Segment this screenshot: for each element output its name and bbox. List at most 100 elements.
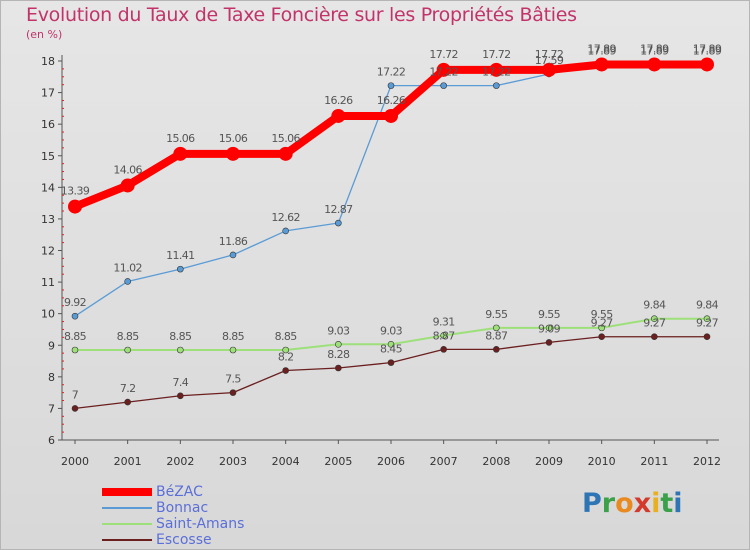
legend-swatch-bezac: [102, 488, 152, 496]
data-point: [387, 82, 395, 89]
legend-label-bonnac: Bonnac: [156, 500, 209, 516]
data-point: [545, 339, 553, 346]
data-label: 15.06: [271, 132, 300, 145]
data-point: [71, 312, 79, 320]
data-label: 9.27: [643, 317, 666, 330]
data-label: 17.59: [535, 54, 564, 67]
legend-item-bezac[interactable]: BéZAC: [102, 484, 244, 500]
legend-label-escosse: Escosse: [156, 532, 212, 548]
data-point: [124, 278, 131, 285]
data-label: 15.06: [166, 132, 195, 145]
data-label: 9.03: [380, 324, 403, 337]
data-label: 13.39: [61, 185, 90, 198]
x-tick-label: 2005: [324, 455, 352, 468]
data-point: [331, 108, 346, 123]
data-point: [387, 341, 395, 348]
legend-swatch-saint-amans: [102, 523, 152, 525]
data-label: 7.5: [225, 373, 241, 386]
y-tick-label: 7: [48, 402, 55, 415]
logo-letter: i: [673, 488, 683, 519]
legend-label-bezac: BéZAC: [156, 484, 203, 500]
data-label: 12.87: [324, 203, 353, 216]
y-tick-label: 17: [41, 87, 55, 100]
data-label: 17.22: [377, 66, 406, 79]
data-label: 17.72: [482, 48, 511, 61]
data-point: [177, 265, 184, 273]
data-label: 8.45: [380, 343, 403, 356]
data-point: [226, 146, 240, 161]
data-point: [229, 389, 237, 396]
data-label: 9.92: [64, 296, 86, 309]
data-point: [440, 332, 447, 339]
legend-label-saint-amans: Saint-Amans: [156, 516, 245, 532]
data-point: [700, 57, 714, 72]
data-label: 8.2: [278, 351, 294, 364]
data-label: 17.22: [429, 66, 458, 79]
logo-letter: P: [582, 488, 602, 519]
logo-letter: t: [660, 488, 674, 519]
data-point: [594, 57, 609, 72]
legend-swatch-bonnac: [102, 507, 152, 509]
data-label: 9.84: [696, 299, 719, 312]
data-point: [542, 62, 556, 77]
data-point: [493, 82, 500, 89]
unit-label: (en %): [26, 28, 63, 41]
data-point: [282, 227, 289, 235]
data-label: 8.85: [64, 330, 87, 343]
y-tick-label: 10: [41, 308, 55, 321]
data-point: [545, 324, 553, 332]
data-point: [282, 367, 289, 374]
data-point: [440, 82, 447, 89]
data-label: 7.4: [172, 376, 188, 389]
data-point: [177, 346, 184, 354]
data-point: [598, 324, 605, 332]
legend-swatch-escosse: [102, 539, 152, 541]
data-label: 9.09: [538, 322, 561, 335]
data-label: 15.06: [219, 132, 248, 145]
y-tick-label: 6: [48, 434, 55, 447]
x-tick-label: 2000: [61, 455, 89, 468]
legend-item-escosse[interactable]: Escosse: [102, 532, 244, 548]
x-tick-label: 2006: [377, 455, 405, 468]
logo-letter: x: [633, 488, 652, 519]
legend-item-saint-amans[interactable]: Saint-Amans: [102, 516, 244, 532]
data-point: [651, 315, 658, 323]
data-label: 7: [72, 388, 79, 401]
chart-title: Evolution du Taux de Taxe Foncière sur l…: [26, 4, 577, 26]
y-tick-label: 15: [41, 150, 55, 163]
x-tick-label: 2003: [219, 455, 247, 468]
data-point: [489, 62, 504, 77]
data-label: 17.22: [482, 66, 511, 79]
y-tick-label: 8: [48, 371, 55, 384]
data-label: 8.85: [275, 330, 298, 343]
data-label: 9.55: [591, 308, 614, 321]
data-label: 9.27: [591, 317, 614, 330]
logo-letter: i: [651, 488, 661, 519]
data-point: [703, 333, 711, 341]
data-label: 17.89: [587, 44, 616, 57]
data-label: 9.55: [485, 308, 508, 321]
x-tick-label: 2010: [588, 455, 616, 468]
x-tick-label: 2009: [535, 455, 563, 468]
data-point: [124, 398, 131, 406]
data-label: 8.85: [117, 330, 140, 343]
y-tick-label: 16: [41, 118, 55, 131]
y-tick-label: 13: [41, 213, 55, 226]
y-tick-label: 18: [41, 55, 55, 68]
data-label: 17.89: [587, 42, 616, 55]
data-point: [282, 346, 289, 354]
legend-item-bonnac[interactable]: Bonnac: [102, 500, 244, 516]
data-point: [71, 405, 79, 412]
data-point: [440, 346, 447, 353]
data-label: 16.26: [324, 94, 353, 107]
data-label: 8.85: [169, 330, 192, 343]
data-point: [647, 57, 662, 72]
data-point: [278, 146, 293, 161]
x-tick-label: 2011: [640, 455, 668, 468]
y-tick-label: 14: [41, 181, 55, 194]
data-label: 9.84: [643, 299, 666, 312]
data-label: 16.26: [377, 94, 406, 107]
data-point: [436, 62, 451, 77]
